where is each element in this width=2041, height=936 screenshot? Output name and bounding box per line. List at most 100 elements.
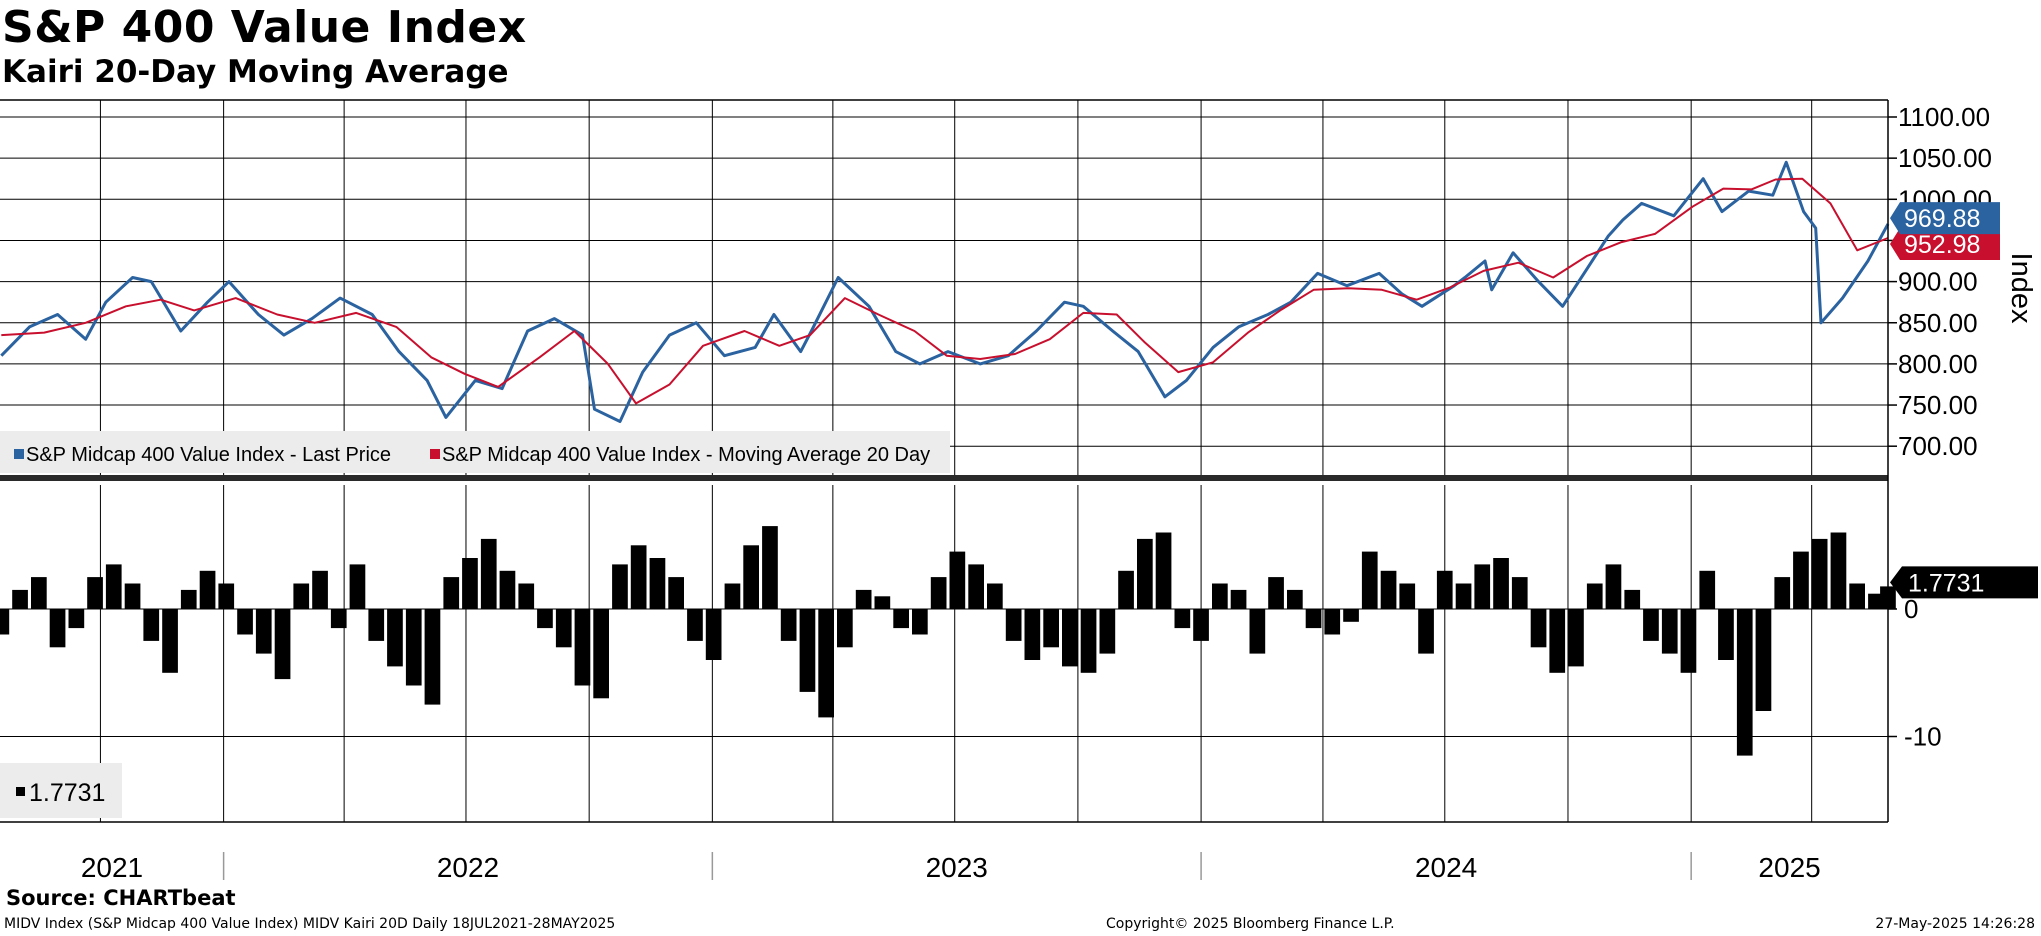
x-tick-label: 2025 bbox=[1758, 852, 1820, 880]
kairi-bar bbox=[1811, 538, 1828, 609]
kairi-bar bbox=[930, 577, 947, 609]
kairi-bar bbox=[1024, 609, 1041, 660]
y-tick-label: 850.00 bbox=[1898, 308, 1978, 338]
kairi-last-value-flag bbox=[1890, 566, 2038, 599]
kairi-bar bbox=[1193, 609, 1209, 641]
kairi-bar bbox=[1361, 551, 1378, 609]
kairi-bar bbox=[462, 558, 478, 609]
kairi-bar bbox=[1511, 577, 1528, 609]
kairi-bar bbox=[743, 545, 759, 610]
y-tick-label: -10 bbox=[1904, 722, 1942, 752]
kairi-bar bbox=[893, 609, 909, 629]
kairi-bar bbox=[1868, 593, 1884, 609]
kairi-bar bbox=[12, 589, 28, 609]
kairi-bar bbox=[1793, 551, 1809, 609]
kairi-bar bbox=[837, 609, 853, 648]
footer-copyright: Copyright© 2025 Bloomberg Finance L.P. bbox=[1106, 916, 1395, 932]
y-tick-label: 1100.00 bbox=[1898, 102, 1990, 132]
kairi-bar bbox=[1830, 532, 1847, 609]
kairi-bar bbox=[1755, 609, 1772, 711]
panel-separator bbox=[0, 475, 1888, 481]
kairi-bar bbox=[1774, 577, 1791, 609]
kairi-bar bbox=[0, 609, 10, 635]
kairi-bar bbox=[1155, 532, 1172, 609]
kairi-bar bbox=[1568, 609, 1584, 667]
kairi-bar bbox=[780, 609, 797, 641]
kairi-bar bbox=[593, 609, 609, 699]
kairi-bar bbox=[1455, 583, 1472, 609]
kairi-bar bbox=[1849, 583, 1865, 609]
y-tick-label: 700.00 bbox=[1898, 431, 1978, 461]
kairi-bar bbox=[649, 558, 666, 609]
kairi-bar bbox=[1137, 538, 1153, 609]
legend-swatch-ma bbox=[430, 449, 440, 459]
kairi-bar bbox=[124, 583, 141, 609]
kairi-bar bbox=[293, 583, 310, 609]
moving-average-line bbox=[1, 177, 1889, 405]
y-axis-label: Index bbox=[2005, 253, 2037, 324]
footer-description: MIDV Index (S&P Midcap 400 Value Index) … bbox=[4, 916, 616, 932]
y-tick-label: 900.00 bbox=[1898, 267, 1978, 297]
x-tick-label: 2023 bbox=[926, 852, 988, 880]
kairi-bar bbox=[87, 577, 103, 609]
price-panel: S&P Midcap 400 Value Index - Last Price S… bbox=[0, 100, 1890, 475]
kairi-bar bbox=[499, 570, 516, 610]
kairi-bar bbox=[105, 564, 122, 609]
kairi-bar bbox=[912, 609, 928, 635]
kairi-bar bbox=[987, 583, 1003, 609]
kairi-bar bbox=[405, 609, 422, 686]
kairi-bar bbox=[1118, 570, 1134, 610]
kairi-bar bbox=[237, 609, 253, 635]
ma-last-value-flag bbox=[1890, 227, 2000, 260]
ma-last-value-flag-label: 952.98 bbox=[1904, 231, 1980, 259]
kairi-bar bbox=[143, 609, 160, 641]
kairi-bar bbox=[1718, 609, 1734, 660]
kairi-bar bbox=[1268, 577, 1284, 609]
kairi-bar bbox=[443, 577, 460, 609]
legend-label-kairi: 1.7731 bbox=[29, 779, 105, 807]
kairi-bar bbox=[630, 545, 647, 610]
kairi-bar bbox=[218, 583, 235, 609]
kairi-bar bbox=[968, 564, 984, 609]
kairi-bar bbox=[555, 609, 572, 648]
kairi-bar bbox=[1680, 609, 1697, 673]
source-label: Source: CHARTbeat bbox=[6, 886, 236, 910]
x-tick-label: 2024 bbox=[1415, 852, 1477, 880]
kairi-bar bbox=[387, 609, 403, 667]
kairi-bar bbox=[1043, 609, 1059, 648]
legend-label-price: S&P Midcap 400 Value Index - Last Price bbox=[26, 444, 391, 466]
kairi-bar bbox=[1343, 609, 1359, 622]
kairi-bar bbox=[1736, 609, 1753, 756]
kairi-panel: 1.7731 bbox=[0, 485, 1896, 822]
kairi-bar bbox=[724, 583, 741, 609]
kairi-bar bbox=[518, 583, 535, 609]
kairi-bar bbox=[687, 609, 703, 641]
kairi-bar bbox=[705, 609, 722, 660]
kairi-bar bbox=[480, 538, 497, 609]
kairi-bar bbox=[1530, 609, 1547, 648]
kairi-bar bbox=[855, 589, 872, 609]
x-tick-label: 2021 bbox=[81, 852, 143, 880]
chart-title: S&P 400 Value Index bbox=[2, 2, 527, 53]
kairi-bar bbox=[799, 609, 816, 692]
kairi-bar bbox=[1305, 609, 1322, 629]
y-tick-label: 750.00 bbox=[1898, 390, 1978, 420]
kairi-bar bbox=[274, 609, 291, 680]
kairi-bar bbox=[1699, 570, 1716, 610]
kairi-bar bbox=[1661, 609, 1678, 654]
kairi-bar bbox=[1549, 609, 1566, 673]
kairi-last-value-label: 1.7731 bbox=[1908, 569, 1984, 597]
kairi-bar bbox=[1399, 583, 1416, 609]
kairi-bar bbox=[1249, 609, 1266, 654]
y-tick-label: 1050.00 bbox=[1898, 143, 1992, 173]
price-line bbox=[0, 160, 1890, 423]
kairi-bar bbox=[1380, 570, 1397, 610]
kairi-bar bbox=[1586, 583, 1603, 609]
chart-canvas: S&P Midcap 400 Value Index - Last Price S… bbox=[0, 99, 2038, 880]
kairi-bar bbox=[1005, 609, 1022, 641]
kairi-bar bbox=[31, 577, 47, 609]
kairi-bar bbox=[162, 609, 178, 673]
kairi-bar bbox=[1474, 564, 1491, 609]
kairi-bar bbox=[612, 564, 628, 609]
kairi-bar bbox=[1643, 609, 1659, 641]
